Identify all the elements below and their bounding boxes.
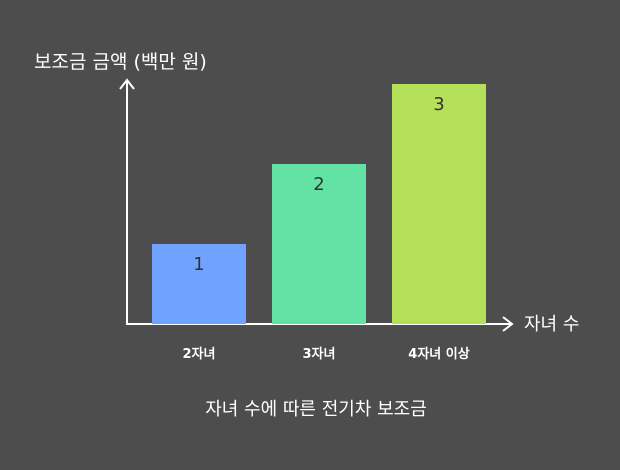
bar-value-label-1: 1 <box>193 254 204 275</box>
x-tick-label-1: 2자녀 <box>183 346 216 362</box>
bar-value-label-3: 3 <box>433 94 444 115</box>
bars-group: 1 2자녀 2 3자녀 3 4자녀 이상 <box>152 84 486 362</box>
y-axis-label: 보조금 금액 (백만 원) <box>34 51 207 73</box>
x-tick-label-2: 3자녀 <box>303 346 336 362</box>
x-axis-label: 자녀 수 <box>524 314 579 335</box>
bar-1 <box>152 244 246 324</box>
bar-value-label-2: 2 <box>313 174 324 195</box>
bar-2 <box>272 164 366 324</box>
chart-title: 자녀 수에 따른 전기차 보조금 <box>205 399 427 420</box>
y-axis-arrow-icon <box>119 78 135 90</box>
x-tick-label-3: 4자녀 이상 <box>408 346 469 362</box>
x-axis-arrow-icon <box>502 316 514 332</box>
bar-3 <box>392 84 486 324</box>
